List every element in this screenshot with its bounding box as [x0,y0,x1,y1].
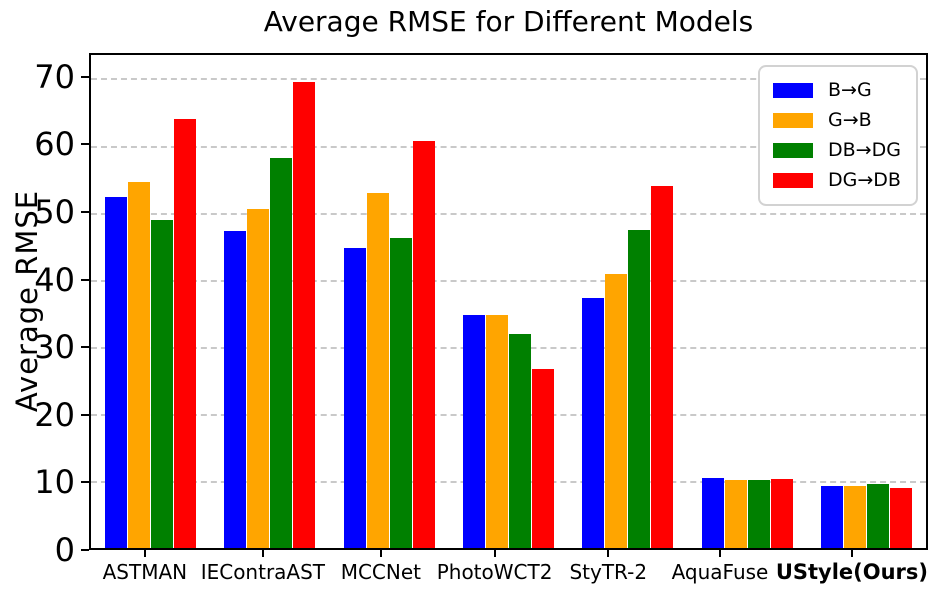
gridline-60 [91,145,926,148]
legend-label: DB→DG [828,139,901,161]
bar-UStyle(Ours)-B→G [820,485,843,548]
legend-swatch [773,143,813,158]
plot-area: B→G G→B DB→DG DG→DB [89,53,928,550]
bar-PhotoWCT2-G→B [485,314,508,548]
x-tick-mark [850,550,853,557]
x-tick-label-IEContraAST: IEContraAST [200,560,326,584]
legend-label: B→G [828,79,872,101]
x-tick-label-StyTR-2: StyTR-2 [569,560,648,584]
bar-AquaFuse-DG→DB [770,478,793,548]
y-tick-mark-20 [81,413,89,416]
chart-title: Average RMSE for Different Models [263,5,754,38]
bar-StyTR-2-DG→DB [651,185,674,548]
x-cell-AquaFuse: AquaFuse [664,550,776,595]
legend: B→G G→B DB→DG DG→DB [758,65,918,206]
bar-group-PhotoWCT2 [449,55,568,548]
x-cell-StyTR-2: StyTR-2 [552,550,664,595]
gridline-20 [91,413,926,416]
x-cell-ASTMAN: ASTMAN [89,550,201,595]
bar-ASTMAN-G→B [128,182,151,548]
y-tick-label-30: 30 [34,328,75,367]
bar-UStyle(Ours)-DG→DB [889,487,912,548]
bar-MCCNet-G→B [366,192,389,548]
x-cell-PhotoWCT2: PhotoWCT2 [436,550,553,595]
legend-label: G→B [828,109,872,131]
bar-PhotoWCT2-DG→DB [531,368,554,548]
x-tick-mark [261,550,264,557]
x-axis: ASTMAN IEContraAST MCCNet PhotoWCT2 StyTR-2 A… [89,550,928,595]
bar-PhotoWCT2-B→G [462,314,485,548]
x-tick-label-MCCNet: MCCNet [340,560,421,584]
bar-IEContraAST-B→G [224,230,247,548]
bar-group-MCCNet [330,55,449,548]
bar-PhotoWCT2-DB→DG [508,334,531,548]
bar-ASTMAN-DG→DB [174,119,197,548]
bars-layer [91,55,926,548]
x-cell-IEContraAST: IEContraAST [201,550,325,595]
y-tick-label-70: 70 [34,57,75,96]
y-tick-label-40: 40 [34,260,75,299]
legend-item-G→B: G→B [773,108,906,133]
gridline-40 [91,279,926,282]
bar-MCCNet-DG→DB [412,140,435,548]
bar-AquaFuse-DB→DG [747,480,770,548]
y-tick-label-60: 60 [34,125,75,164]
y-tick-label-10: 10 [34,463,75,502]
x-cell-UStyle(Ours): UStyle(Ours) [776,550,928,595]
y-tick-mark-10 [81,481,89,484]
legend-item-B→G: B→G [773,78,906,103]
y-tick-mark-50 [81,210,89,213]
legend-item-DB→DG: DB→DG [773,138,906,163]
bar-group-IEContraAST [210,55,329,548]
bar-StyTR-2-DB→DG [628,230,651,548]
bar-ASTMAN-DB→DG [151,220,174,548]
bar-ASTMAN-B→G [105,197,128,548]
x-tick-mark [607,550,610,557]
bar-UStyle(Ours)-G→B [843,486,866,548]
y-axis: 0 10 20 30 40 50 60 70 [0,53,89,566]
bar-group-ASTMAN [91,55,210,548]
bar-group-StyTR-2 [568,55,687,548]
bar-AquaFuse-B→G [701,478,724,548]
x-tick-mark [718,550,721,557]
legend-label: DG→DB [828,169,901,191]
bar-IEContraAST-DG→DB [293,81,316,548]
legend-swatch [773,113,813,128]
bar-IEContraAST-DB→DG [270,158,293,548]
x-tick-label-ASTMAN: ASTMAN [102,560,188,584]
x-cell-MCCNet: MCCNet [325,550,437,595]
bar-MCCNet-DB→DG [389,238,412,548]
y-tick-mark-40 [81,278,89,281]
x-tick-mark [379,550,382,557]
bar-group-UStyle(Ours) [807,55,926,548]
gridline-30 [91,346,926,349]
bar-IEContraAST-G→B [247,209,270,548]
y-tick-mark-0 [81,549,89,551]
y-tick-mark-70 [81,75,89,78]
legend-item-DG→DB: DG→DB [773,168,906,193]
y-tick-label-50: 50 [34,192,75,231]
y-tick-mark-30 [81,346,89,349]
bar-group-AquaFuse [687,55,806,548]
bar-StyTR-2-G→B [605,274,628,548]
gridline-70 [91,78,926,81]
y-tick-label-0: 0 [54,531,75,569]
bar-AquaFuse-G→B [724,479,747,548]
y-tick-label-20: 20 [34,395,75,434]
legend-swatch [773,173,813,188]
x-tick-label-PhotoWCT2: PhotoWCT2 [436,560,553,584]
gridline-50 [91,212,926,215]
grid-layer [91,55,926,548]
x-tick-label-AquaFuse: AquaFuse [671,560,769,584]
x-tick-mark [143,550,146,557]
bar-MCCNet-B→G [343,248,366,548]
bar-UStyle(Ours)-DB→DG [866,484,889,548]
gridline-10 [91,480,926,483]
legend-swatch [773,83,813,98]
x-tick-label-UStyle(Ours): UStyle(Ours) [775,560,929,584]
bar-StyTR-2-B→G [582,298,605,548]
y-tick-mark-60 [81,143,89,146]
x-tick-mark [493,550,496,557]
